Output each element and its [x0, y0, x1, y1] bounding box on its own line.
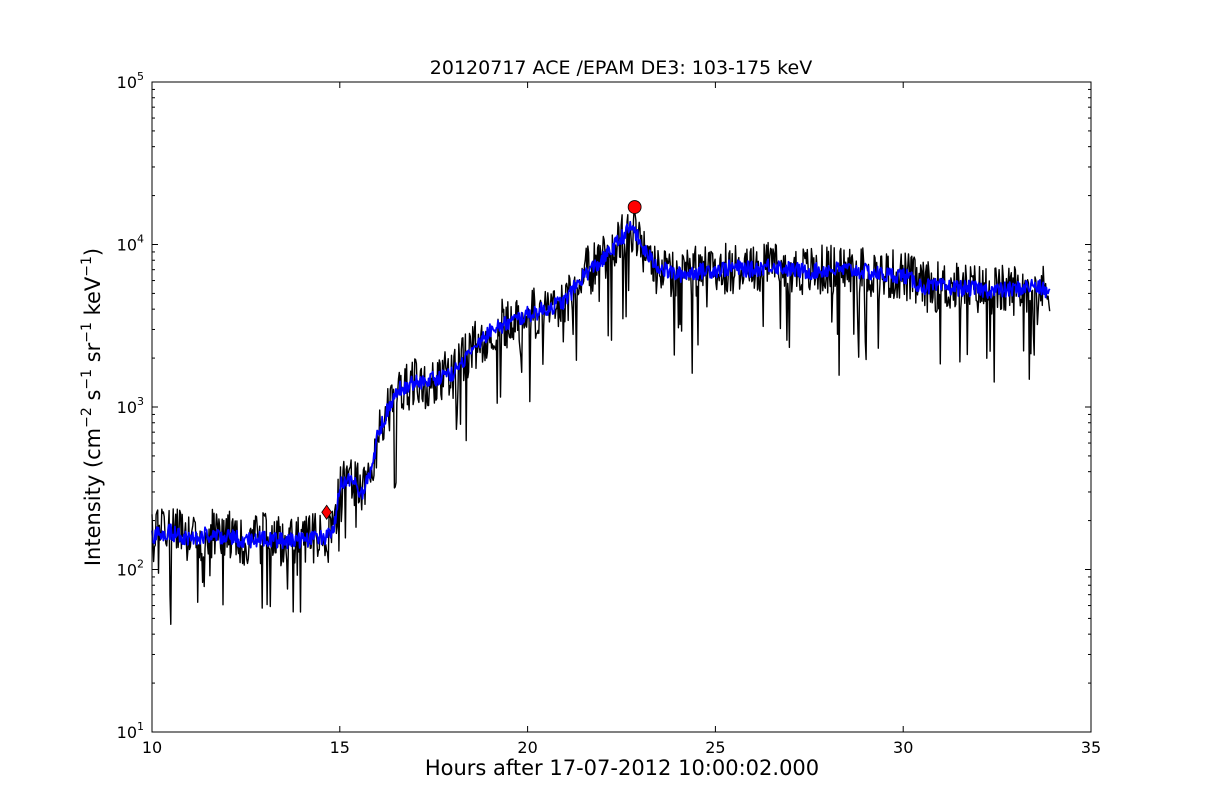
y-tick-label: 105	[117, 70, 144, 92]
x-tick-label: 15	[330, 738, 350, 757]
x-tick-label: 35	[1081, 738, 1101, 757]
y-tick-label: 104	[117, 233, 144, 255]
y-label-kev: keV	[81, 276, 105, 322]
y-tick-label: 102	[117, 558, 144, 580]
y-label-exp3: −1	[79, 322, 95, 343]
y-label-exp2: −1	[79, 369, 95, 390]
y-label-suffix: )	[81, 248, 105, 256]
smoothed-series-line	[151, 221, 1051, 550]
plot-background	[152, 82, 1091, 732]
tick-layer: 10 15 20 25 30 35 101 102 103 104 105	[117, 70, 1102, 757]
y-tick-label: 103	[117, 395, 144, 417]
y-axis-label: Intensity (cm−2 s−1 sr−1 keV−1)	[79, 248, 105, 566]
y-label-s: s	[81, 390, 105, 408]
peak-marker	[627, 200, 642, 214]
onset-marker	[321, 504, 333, 520]
y-label-sr: sr	[81, 342, 105, 369]
x-tick-label: 25	[705, 738, 725, 757]
y-tick-label: 101	[117, 720, 144, 742]
x-axis-label: Hours after 17-07-2012 10:00:02.000	[425, 756, 819, 780]
y-label-exp1: −2	[79, 407, 95, 428]
marker-layer	[321, 200, 642, 520]
x-tick-label: 10	[142, 738, 162, 757]
x-tick-label: 20	[517, 738, 537, 757]
series-layer	[151, 204, 1051, 625]
chart-title: 20120717 ACE /EPAM DE3: 103-175 keV	[430, 57, 812, 79]
y-label-exp4: −1	[79, 256, 95, 277]
y-label-prefix: Intensity (cm	[81, 428, 105, 566]
x-tick-label: 30	[893, 738, 913, 757]
